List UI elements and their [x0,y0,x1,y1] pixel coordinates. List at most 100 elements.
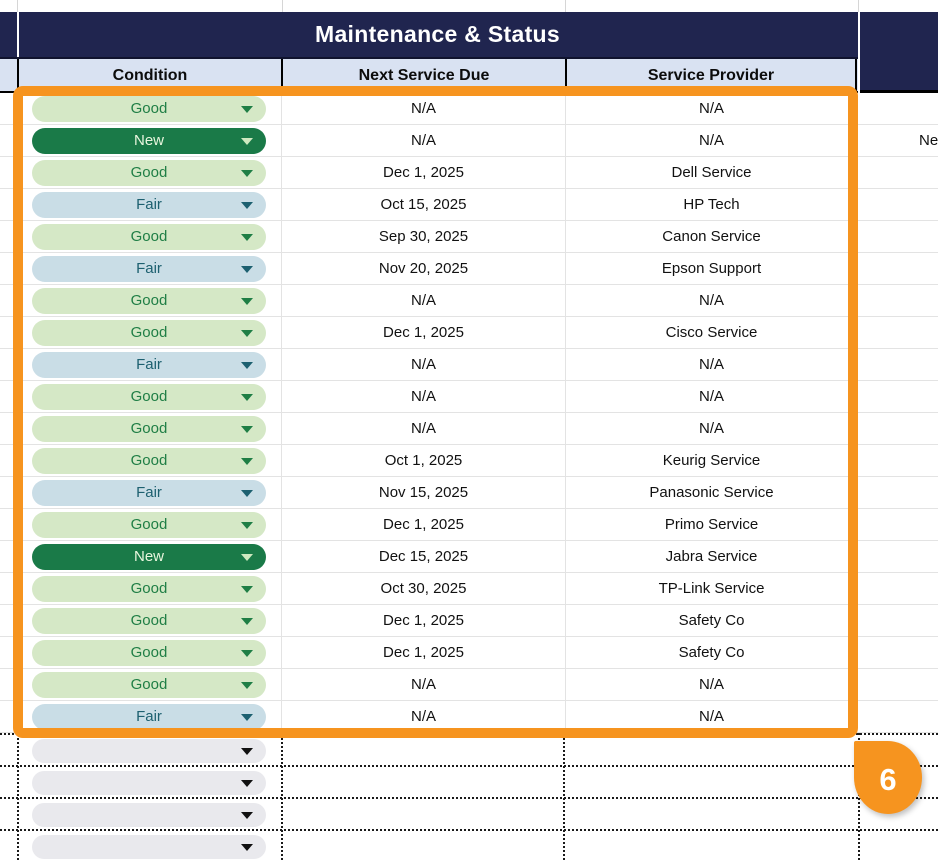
chevron-down-icon[interactable] [241,554,253,561]
condition-dropdown[interactable]: Good [32,288,266,314]
condition-dropdown[interactable]: Good [32,416,266,442]
chevron-down-icon[interactable] [241,266,253,273]
next-service-due-cell[interactable]: Oct 15, 2025 [380,196,467,213]
service-provider-cell[interactable]: Epson Support [661,260,762,277]
column-header-service-provider[interactable]: Service Provider [647,67,775,84]
service-provider-cell[interactable]: N/A [698,676,724,693]
next-service-due-cell[interactable]: Sep 30, 2025 [378,228,469,245]
empty-condition-dropdown[interactable] [32,739,266,763]
next-service-due-cell[interactable]: Dec 1, 2025 [383,516,464,533]
service-provider-cell[interactable]: Dell Service [671,164,752,181]
service-provider-cell[interactable]: Panasonic Service [649,484,774,501]
column-header-next-service-due[interactable]: Next Service Due [358,67,490,84]
chevron-down-icon[interactable] [241,490,253,497]
service-provider-cell[interactable]: Safety Co [678,612,745,629]
empty-condition-dropdown[interactable] [32,771,266,795]
service-provider-cell[interactable]: N/A [698,420,724,437]
condition-dropdown[interactable]: New [32,544,266,570]
service-provider-cell[interactable]: Keurig Service [662,452,761,469]
next-service-due-cell[interactable]: Dec 15, 2025 [378,548,469,565]
chevron-down-icon[interactable] [241,458,253,465]
chevron-down-icon[interactable] [241,748,253,755]
condition-dropdown[interactable]: Good [32,96,266,122]
column-header-condition[interactable]: Condition [112,67,188,84]
chevron-down-icon[interactable] [241,522,253,529]
chevron-down-icon[interactable] [241,780,253,787]
chevron-down-icon[interactable] [241,618,253,625]
next-service-due-cell[interactable]: N/A [410,388,436,405]
next-service-due-cell[interactable]: Oct 1, 2025 [384,452,463,469]
next-service-due-cell[interactable]: N/A [410,356,436,373]
condition-dropdown[interactable]: Good [32,640,266,666]
empty-condition-dropdown[interactable] [32,835,266,859]
chevron-down-icon[interactable] [241,394,253,401]
next-service-due-cell[interactable]: N/A [410,708,436,725]
next-service-due-cell[interactable]: Dec 1, 2025 [383,612,464,629]
service-provider-cell[interactable]: N/A [698,388,724,405]
table-row: Fair Nov 15, 2025 Panasonic Service [0,477,938,509]
service-provider-cell[interactable]: N/A [698,708,724,725]
gridline [858,0,859,12]
condition-dropdown[interactable]: Fair [32,704,266,730]
chevron-down-icon[interactable] [241,202,253,209]
next-service-due-cell[interactable]: N/A [410,100,436,117]
next-service-due-cell[interactable]: N/A [410,420,436,437]
condition-dropdown[interactable]: Good [32,576,266,602]
chevron-down-icon[interactable] [241,362,253,369]
service-provider-cell[interactable]: HP Tech [683,196,740,213]
condition-dropdown[interactable]: Good [32,448,266,474]
next-service-due-cell[interactable]: Nov 20, 2025 [378,260,469,277]
service-provider-cell[interactable]: Cisco Service [665,324,758,341]
service-provider-cell[interactable]: N/A [698,100,724,117]
next-service-due-cell[interactable]: Oct 30, 2025 [380,580,467,597]
cell-border [565,59,567,93]
empty-condition-dropdown[interactable] [32,803,266,827]
chevron-down-icon[interactable] [241,844,253,851]
service-provider-cell[interactable]: Primo Service [664,516,759,533]
condition-dropdown[interactable]: Fair [32,352,266,378]
condition-dropdown[interactable]: Fair [32,480,266,506]
condition-dropdown[interactable]: Good [32,512,266,538]
service-provider-cell[interactable]: Canon Service [662,228,761,245]
table-row: Good N/A N/A [0,669,938,701]
chevron-down-icon[interactable] [241,298,253,305]
service-provider-cell[interactable]: Jabra Service [665,548,758,565]
chevron-down-icon[interactable] [241,812,253,819]
service-provider-cell[interactable]: TP-Link Service [658,580,765,597]
chevron-down-icon[interactable] [241,170,253,177]
next-service-due-cell[interactable]: N/A [410,292,436,309]
condition-dropdown[interactable]: Good [32,224,266,250]
chevron-down-icon[interactable] [241,426,253,433]
condition-dropdown[interactable]: Good [32,160,266,186]
condition-label: Fair [136,356,162,373]
service-provider-cell[interactable]: N/A [698,132,724,149]
next-service-due-cell[interactable]: N/A [410,132,436,149]
gridline [565,0,566,12]
next-service-due-cell[interactable]: Nov 15, 2025 [378,484,469,501]
chevron-down-icon[interactable] [241,682,253,689]
condition-dropdown[interactable]: Good [32,608,266,634]
next-service-due-cell[interactable]: Dec 1, 2025 [383,324,464,341]
gridline [281,93,282,733]
next-service-due-cell[interactable]: Dec 1, 2025 [383,164,464,181]
service-provider-cell[interactable]: N/A [698,292,724,309]
table-row: Good N/A N/A [0,413,938,445]
service-provider-cell[interactable]: N/A [698,356,724,373]
chevron-down-icon[interactable] [241,586,253,593]
chevron-down-icon[interactable] [241,714,253,721]
table-row: Good Dec 1, 2025 Primo Service [0,509,938,541]
condition-dropdown[interactable]: Fair [32,256,266,282]
service-provider-cell[interactable]: Safety Co [678,644,745,661]
chevron-down-icon[interactable] [241,234,253,241]
condition-dropdown[interactable]: New [32,128,266,154]
next-service-due-cell[interactable]: N/A [410,676,436,693]
chevron-down-icon[interactable] [241,106,253,113]
condition-dropdown[interactable]: Good [32,672,266,698]
chevron-down-icon[interactable] [241,138,253,145]
chevron-down-icon[interactable] [241,330,253,337]
condition-dropdown[interactable]: Good [32,384,266,410]
condition-dropdown[interactable]: Fair [32,192,266,218]
condition-dropdown[interactable]: Good [32,320,266,346]
next-service-due-cell[interactable]: Dec 1, 2025 [383,644,464,661]
chevron-down-icon[interactable] [241,650,253,657]
